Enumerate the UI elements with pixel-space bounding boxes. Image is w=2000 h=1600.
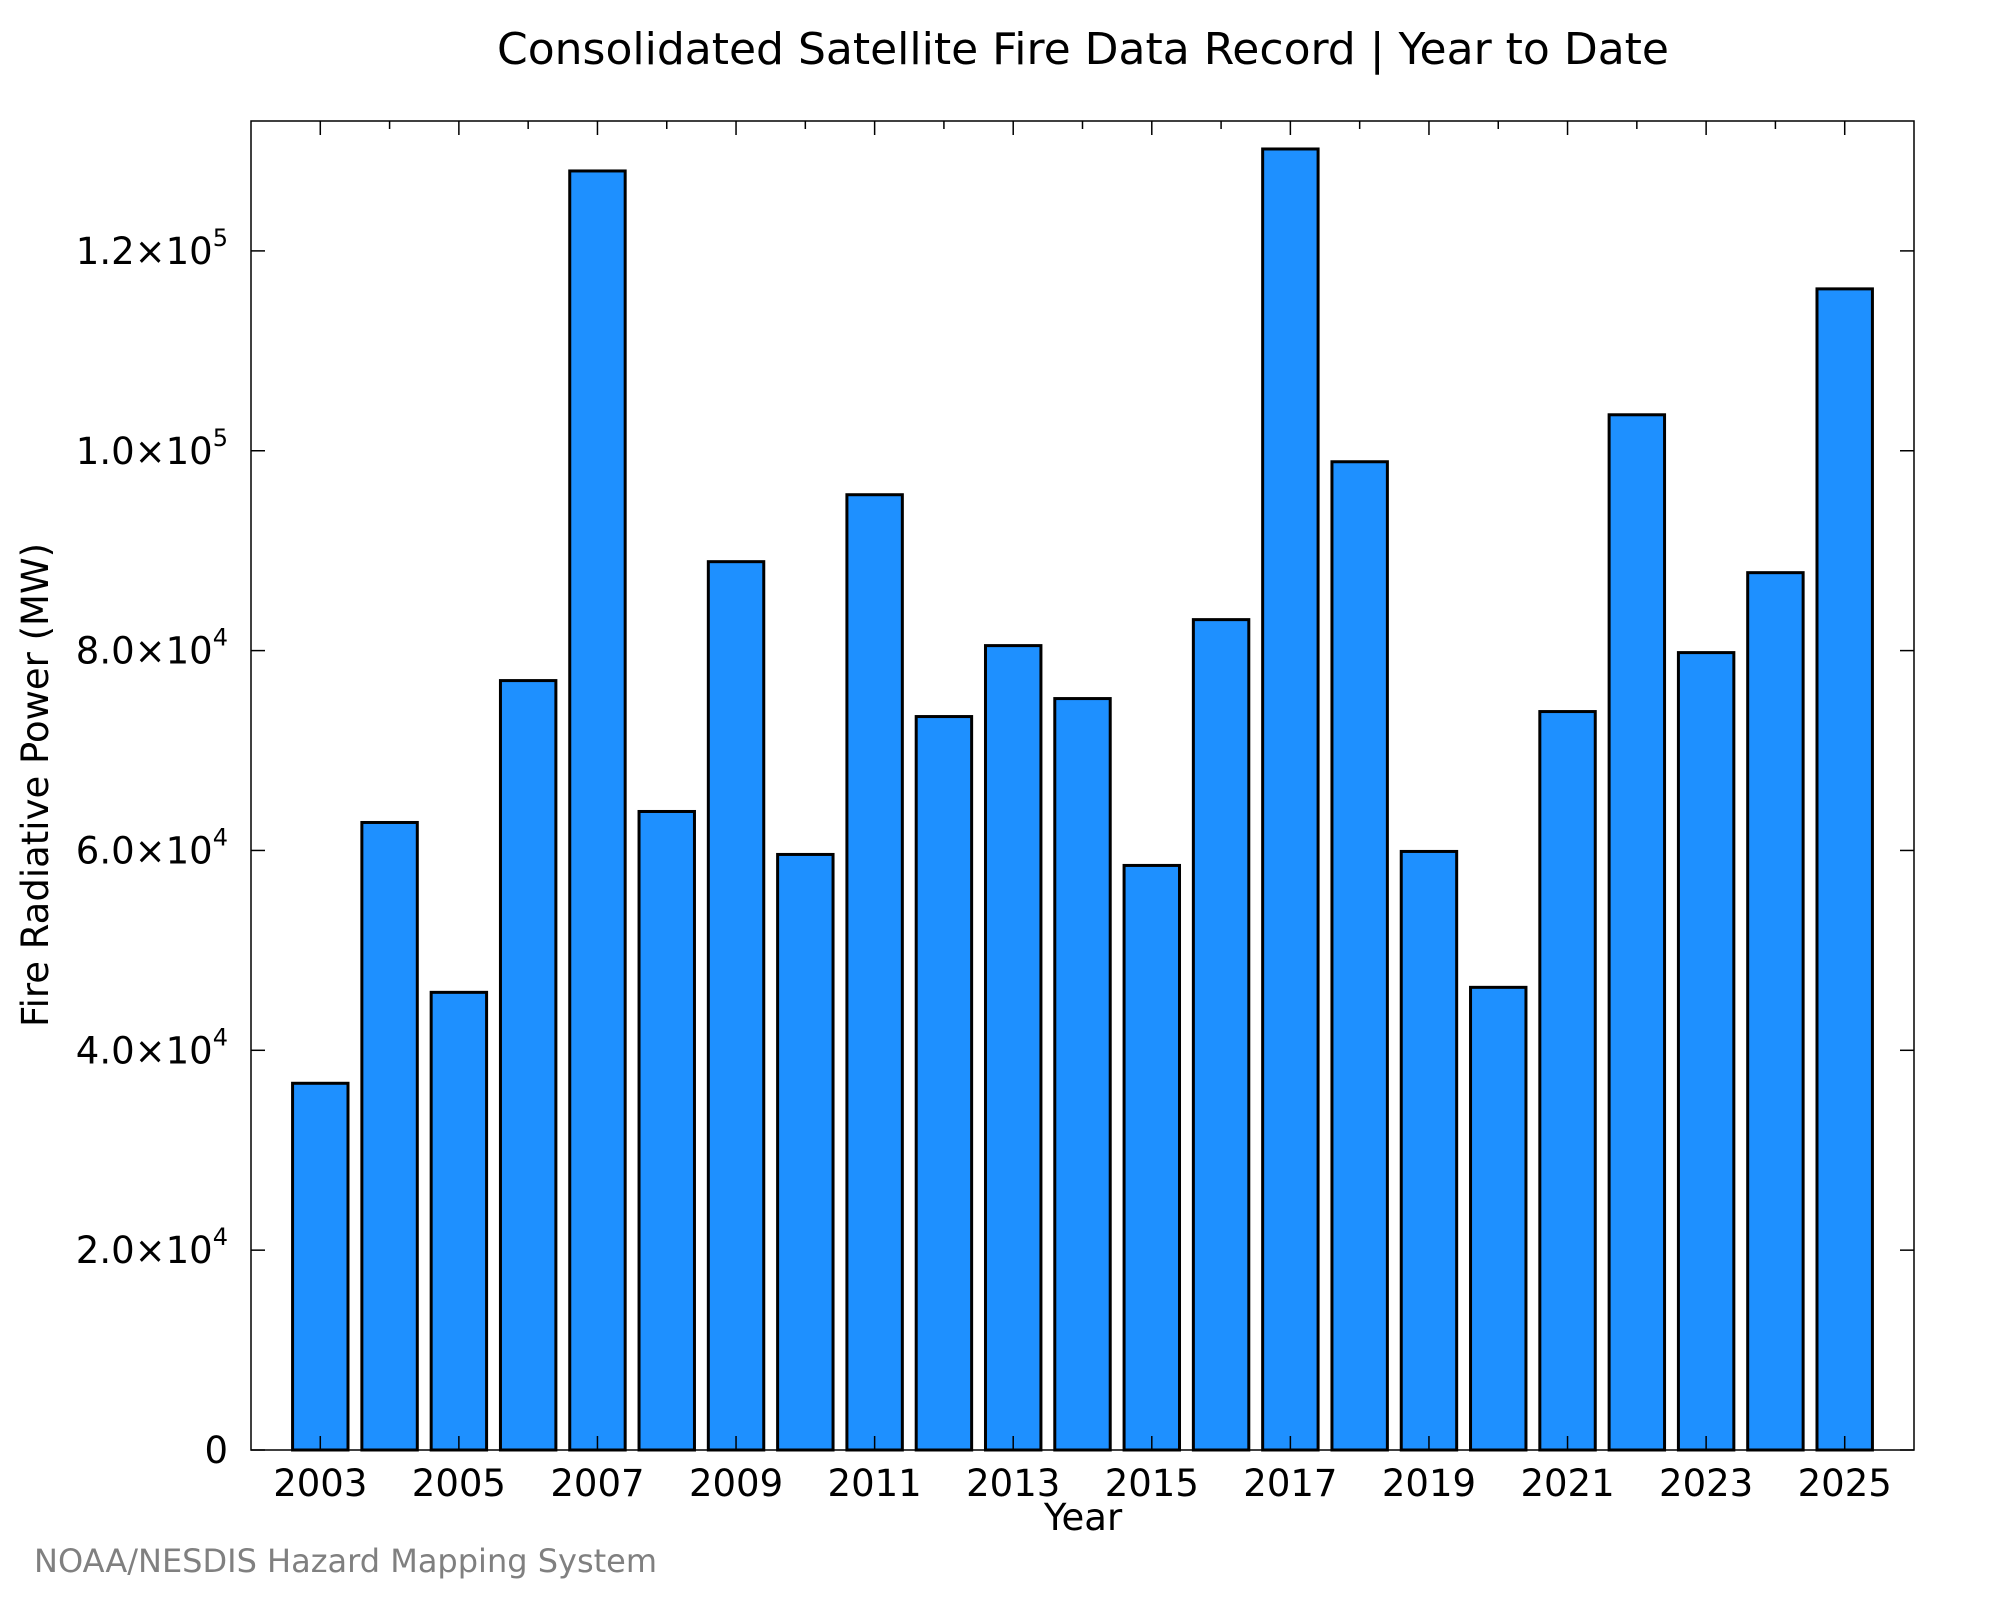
x-tick-label-2009: 2009 — [689, 1462, 783, 1505]
y-tick-label-60000: 6.0×104 — [76, 823, 228, 872]
x-tick-label-2003: 2003 — [273, 1462, 367, 1505]
y-tick-label-0: 0 — [204, 1429, 228, 1472]
bar-2022 — [1607, 413, 1667, 1452]
bar-2023 — [1676, 651, 1736, 1452]
bar-2012 — [914, 715, 974, 1452]
y-tick-label-120000: 1.2×105 — [76, 224, 228, 273]
x-tick-label-2015: 2015 — [1105, 1462, 1199, 1505]
bar-2015 — [1122, 863, 1182, 1452]
bar-2003 — [291, 1081, 350, 1452]
x-tick-label-2019: 2019 — [1382, 1462, 1476, 1505]
y-tick-label-80000: 8.0×104 — [76, 624, 228, 673]
y-axis-label: Fire Radiative Power (MW) — [14, 543, 57, 1027]
x-tick-label-2023: 2023 — [1659, 1462, 1753, 1505]
bars — [291, 147, 1874, 1452]
bar-2013 — [983, 644, 1043, 1452]
bar-2020 — [1469, 985, 1528, 1452]
bar-2005 — [429, 990, 489, 1452]
bar-2018 — [1330, 460, 1389, 1452]
bar-2004 — [360, 820, 419, 1452]
x-tick-label-2013: 2013 — [966, 1462, 1060, 1505]
x-tick-label-2017: 2017 — [1243, 1462, 1337, 1505]
bar-2011 — [845, 493, 904, 1452]
bar-2019 — [1399, 849, 1459, 1452]
bar-2021 — [1538, 710, 1597, 1452]
x-tick-label-2011: 2011 — [828, 1462, 922, 1505]
bar-2024 — [1746, 571, 1805, 1452]
bar-2010 — [776, 852, 835, 1452]
bar-2007 — [568, 169, 627, 1452]
x-axis-label: Year — [1043, 1496, 1123, 1539]
bar-2014 — [1053, 697, 1112, 1452]
y-tick-label-20000: 2.0×104 — [76, 1223, 228, 1272]
x-tick-label-2025: 2025 — [1798, 1462, 1892, 1505]
bar-2017 — [1261, 147, 1320, 1452]
chart-title: Consolidated Satellite Fire Data Record … — [497, 24, 1669, 75]
source-note: NOAA/NESDIS Hazard Mapping System — [34, 1542, 657, 1580]
bar-2008 — [637, 809, 696, 1452]
bar-2006 — [498, 679, 558, 1452]
bar-2009 — [706, 560, 766, 1452]
x-tick-label-2007: 2007 — [550, 1462, 644, 1505]
y-axis: 0 2.0×104 4.0×104 6.0×104 8.0×104 1.0×105 1.2×… — [76, 224, 1914, 1472]
x-axis: 2003 2005 2007 2009 2011 2013 2015 2017 2019 2021… — [273, 121, 1892, 1505]
bar-2025 — [1815, 287, 1874, 1452]
x-tick-label-2021: 2021 — [1520, 1462, 1614, 1505]
y-tick-label-40000: 4.0×104 — [76, 1023, 228, 1072]
y-tick-label-100000: 1.0×105 — [76, 424, 228, 473]
x-tick-label-2005: 2005 — [412, 1462, 506, 1505]
bar-2016 — [1191, 618, 1251, 1452]
